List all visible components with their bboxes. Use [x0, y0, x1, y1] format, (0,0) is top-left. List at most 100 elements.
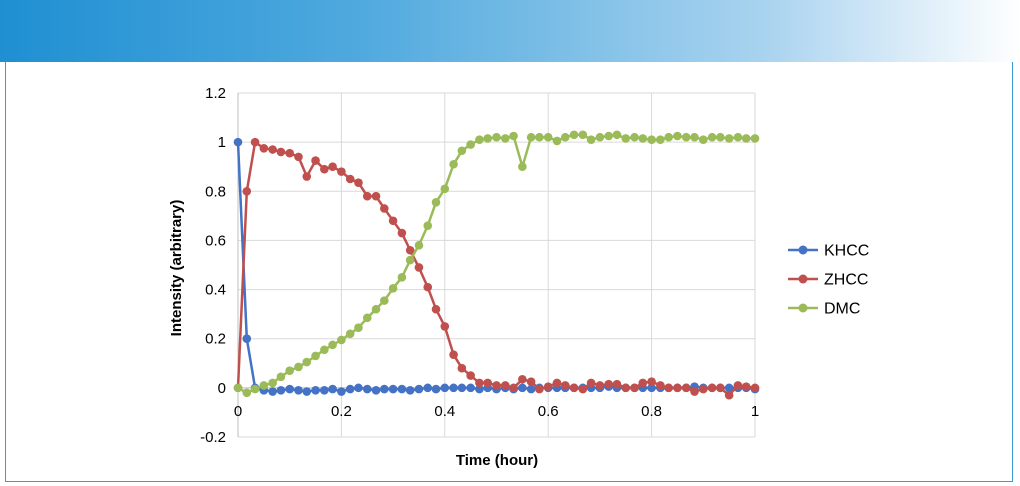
data-point-dmc	[621, 134, 631, 143]
data-point-dmc	[354, 323, 363, 332]
data-point-dmc	[526, 132, 536, 142]
legend-label-khcc: KHCC	[824, 243, 869, 260]
chart-series	[233, 130, 760, 400]
data-point-zhcc	[509, 383, 518, 393]
data-point-dmc	[337, 335, 346, 345]
data-point-dmc	[707, 132, 717, 142]
data-point-khcc	[397, 384, 407, 394]
data-point-dmc	[250, 384, 260, 394]
figure-frame	[5, 62, 1013, 482]
data-point-zhcc	[294, 152, 303, 162]
data-point-zhcc	[414, 263, 424, 272]
data-point-khcc	[423, 383, 433, 393]
data-point-zhcc	[371, 191, 381, 201]
data-point-khcc	[302, 387, 312, 396]
data-point-khcc	[457, 383, 467, 393]
y-axis-label: Intensity (arbitrary)	[168, 200, 185, 337]
data-point-zhcc	[250, 137, 260, 147]
data-point-dmc	[500, 134, 510, 143]
data-point-dmc	[276, 372, 286, 382]
data-point-dmc	[690, 132, 699, 142]
legend-label-zhcc: ZHCC	[824, 272, 868, 289]
data-point-zhcc	[354, 178, 363, 187]
data-point-zhcc	[483, 378, 493, 388]
data-point-dmc	[328, 340, 337, 350]
data-point-zhcc	[311, 156, 320, 165]
data-point-dmc	[414, 241, 424, 250]
data-point-dmc	[285, 366, 295, 375]
legend-marker-dmc	[798, 303, 808, 313]
data-point-zhcc	[362, 191, 372, 201]
data-point-dmc	[294, 362, 303, 372]
data-point-zhcc	[552, 378, 562, 388]
data-point-dmc	[638, 134, 648, 143]
data-point-dmc	[475, 135, 484, 144]
y-tick-label: 0.4	[205, 282, 226, 299]
data-point-dmc	[311, 351, 320, 361]
data-point-dmc	[741, 134, 751, 143]
data-point-dmc	[750, 134, 760, 143]
data-point-zhcc	[741, 382, 751, 391]
data-point-dmc	[466, 140, 475, 149]
data-point-zhcc	[276, 147, 286, 157]
data-point-zhcc	[259, 143, 269, 153]
data-point-zhcc	[268, 145, 277, 154]
chart-gridlines	[237, 92, 756, 438]
data-point-dmc	[543, 132, 553, 142]
data-point-khcc	[526, 384, 536, 394]
data-point-zhcc	[380, 204, 389, 213]
data-point-zhcc	[595, 381, 605, 390]
data-point-dmc	[405, 255, 415, 265]
data-point-khcc	[345, 384, 355, 394]
data-point-dmc	[716, 132, 725, 142]
data-point-khcc	[242, 334, 252, 344]
data-point-dmc	[233, 383, 243, 393]
x-tick-label: 0	[234, 403, 242, 420]
data-point-dmc	[647, 135, 656, 144]
data-point-zhcc	[285, 148, 295, 158]
data-point-zhcc	[569, 383, 579, 393]
data-point-zhcc	[405, 245, 415, 255]
data-point-zhcc	[320, 164, 329, 174]
data-point-dmc	[320, 345, 329, 355]
legend-label-dmc: DMC	[824, 301, 860, 318]
data-point-dmc	[380, 296, 389, 305]
data-point-khcc	[380, 384, 389, 394]
data-point-dmc	[656, 135, 665, 144]
data-point-zhcc	[397, 228, 407, 238]
y-tick-label: 1.2	[205, 85, 226, 102]
x-tick-label: 0.8	[641, 403, 662, 420]
data-point-khcc	[449, 383, 458, 393]
x-tick-label: 0.2	[331, 403, 352, 420]
data-point-dmc	[569, 130, 579, 140]
data-point-khcc	[268, 387, 277, 396]
data-point-khcc	[337, 387, 346, 396]
y-tick-label: 0.6	[205, 232, 226, 249]
data-point-khcc	[724, 383, 734, 393]
data-point-dmc	[673, 131, 682, 141]
data-point-zhcc	[681, 383, 691, 393]
x-axis-label: Time (hour)	[456, 452, 538, 469]
data-point-dmc	[362, 313, 372, 323]
data-point-khcc	[475, 384, 484, 394]
data-point-khcc	[285, 384, 295, 394]
data-point-dmc	[492, 132, 501, 142]
data-point-dmc	[483, 134, 493, 143]
data-point-zhcc	[475, 378, 484, 388]
data-point-zhcc	[733, 381, 743, 390]
data-point-zhcc	[673, 383, 682, 393]
data-point-zhcc	[690, 387, 699, 396]
data-point-zhcc	[302, 172, 312, 181]
data-point-zhcc	[337, 167, 346, 176]
y-tick-label: 0.8	[205, 183, 226, 200]
data-point-dmc	[242, 388, 252, 398]
data-point-zhcc	[431, 304, 441, 314]
data-point-dmc	[681, 132, 691, 142]
chart-tick-labels: -0.2 0 0.2 0.4 0.6 0.8 1 1.2 0 0.2 0.4 0.6 0.8 1	[200, 85, 759, 446]
data-point-khcc	[518, 383, 527, 393]
data-point-khcc	[362, 384, 372, 394]
data-point-zhcc	[664, 383, 673, 393]
data-point-dmc	[259, 381, 269, 390]
data-point-dmc	[302, 357, 312, 367]
data-point-zhcc	[630, 383, 639, 393]
